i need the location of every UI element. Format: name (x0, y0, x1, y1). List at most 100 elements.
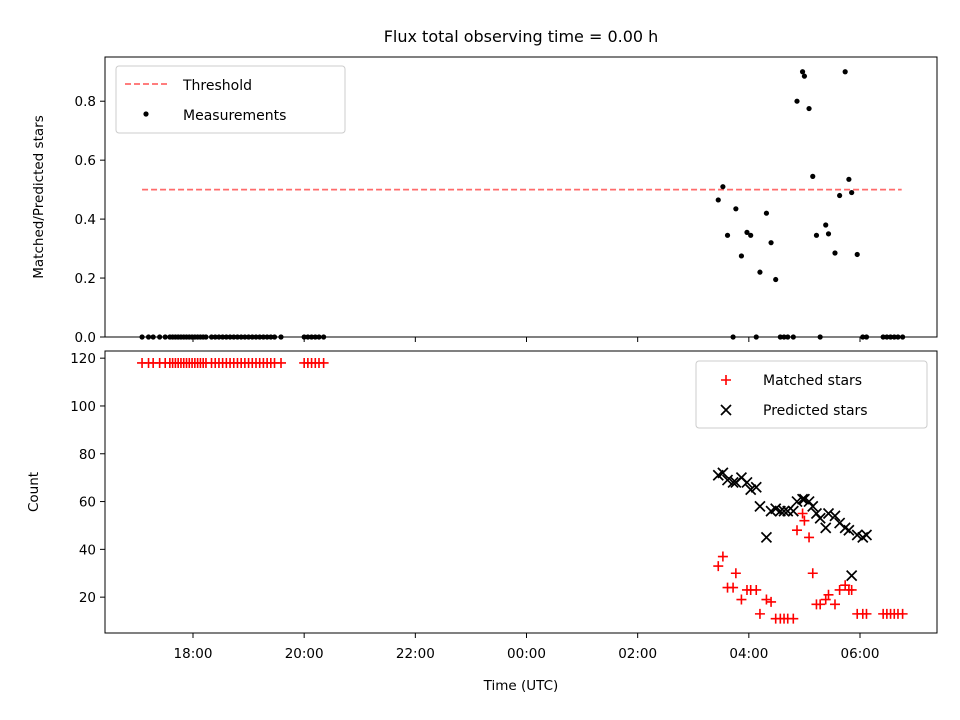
top-ytick-label: 0.2 (75, 271, 96, 287)
top-legend: Threshold Measurements (115, 65, 346, 134)
bottom-xlabel: Time (UTC) (483, 678, 559, 694)
measurement-point (849, 189, 855, 196)
bottom-xtick-label: 02:00 (618, 646, 657, 662)
legend-matched-swatch (721, 375, 731, 385)
measurement-point (744, 229, 750, 235)
bottom-xtick-label: 22:00 (396, 646, 435, 662)
bottom-ytick-label: 40 (79, 542, 96, 558)
measurement-point (773, 276, 779, 283)
matched-star-marker (815, 599, 826, 610)
predicted-star-marker (822, 507, 835, 520)
measurement-point (715, 197, 721, 203)
measurement-point (738, 253, 745, 259)
bottom-xtick-label: 06:00 (841, 646, 880, 662)
predicted-star-marker (727, 476, 739, 489)
bottom-xtick-label: 20:00 (285, 646, 324, 662)
matched-star-marker (804, 532, 815, 543)
predicted-star-marker (745, 484, 757, 496)
count-panel: Count Time (UTC) 20 40 60 80 100 120 18:00 20:… (26, 350, 938, 694)
matched-star-marker (797, 508, 808, 519)
predicted-star-marker (791, 495, 803, 508)
predicted-star-marker (843, 524, 855, 536)
predicted-star-marker (829, 510, 841, 522)
predicted-star-marker (787, 505, 799, 517)
measurement-points (139, 69, 906, 340)
measurement-point (768, 240, 774, 246)
matched-star-marker (717, 551, 728, 562)
matched-star-marker (788, 613, 799, 624)
bottom-ytick-label: 120 (70, 351, 96, 367)
measurement-point (724, 232, 731, 238)
matched-star-marker (728, 582, 739, 593)
legend-measurement-label: Measurements (183, 108, 286, 124)
top-legend-box (115, 65, 346, 134)
measurement-point (813, 232, 820, 238)
matched-star-marker (823, 589, 834, 600)
bottom-xtick-label: 18:00 (174, 646, 213, 662)
chart-title: Flux total observing time = 0.00 h (384, 27, 659, 46)
measurement-point (801, 73, 808, 79)
top-ytick-label: 0.6 (75, 153, 96, 169)
matched-star-marker (730, 568, 741, 579)
predicted-star-marker (778, 505, 790, 517)
bottom-legend-box (695, 360, 928, 429)
matched-star-marker (318, 357, 329, 368)
measurement-point (806, 105, 812, 112)
matched-star-marker (792, 525, 803, 536)
bottom-ytick-label: 60 (79, 495, 96, 511)
measurement-point (720, 184, 726, 190)
measurement-point (794, 98, 800, 104)
legend-x-marker (720, 404, 732, 416)
top-frame (104, 56, 938, 338)
legend-predicted-label: Predicted stars (763, 403, 868, 419)
matched-star-marker (761, 594, 772, 605)
predicted-star-marker (741, 476, 753, 489)
measurement-point (733, 206, 739, 212)
bottom-xticks: 18:00 20:00 22:00 00:00 02:00 04:00 06:00 (174, 633, 880, 662)
bottom-frame (104, 350, 938, 634)
predicted-star-marker (846, 570, 858, 582)
predicted-star-marker (820, 522, 832, 534)
top-ytick-label: 0.4 (75, 212, 96, 228)
predicted-star-marker (814, 512, 826, 524)
predicted-star-marker (754, 500, 766, 512)
predicted-star-marker (721, 474, 734, 486)
matched-star-marker (754, 608, 765, 619)
measurement-point (763, 210, 770, 216)
predicted-star-marker (750, 481, 762, 493)
matched-star-marker (834, 584, 845, 595)
bottom-legend: Matched stars Predicted stars (695, 360, 928, 429)
measurement-point (837, 192, 843, 199)
measurement-point (823, 222, 829, 228)
bottom-ytick-label: 100 (70, 399, 96, 415)
matched-star-marker (829, 599, 840, 610)
matched-stars-points (137, 357, 908, 624)
matched-star-marker (861, 608, 872, 619)
measurement-point (832, 250, 838, 256)
matched-star-marker (799, 515, 810, 526)
matched-star-marker (751, 584, 762, 595)
matched-star-marker (897, 608, 908, 619)
matched-star-marker (766, 596, 777, 607)
measurement-point (825, 231, 832, 237)
top-ylabel: Matched/Predicted stars (31, 115, 47, 278)
top-yticks: 0.0 0.2 0.4 0.6 0.8 (75, 94, 105, 346)
bottom-yticks: 20 40 60 80 100 120 (70, 351, 105, 606)
bottom-xtick-label: 04:00 (729, 646, 768, 662)
measurement-point (842, 69, 848, 75)
legend-plus-marker (721, 375, 731, 385)
predicted-star-marker (760, 531, 773, 544)
legend-measurement-swatch (143, 111, 149, 117)
matched-star-marker (276, 357, 287, 368)
top-xticks (192, 337, 861, 342)
legend-matched-label: Matched stars (763, 373, 862, 389)
legend-threshold-label: Threshold (182, 78, 252, 94)
measurement-point (854, 251, 860, 258)
predicted-stars-points (712, 467, 873, 582)
matched-star-marker (846, 584, 857, 595)
top-ytick-label: 0.0 (75, 330, 96, 346)
measurement-point (810, 173, 816, 179)
measurement-point (748, 232, 754, 238)
matched-star-marker (713, 561, 724, 572)
